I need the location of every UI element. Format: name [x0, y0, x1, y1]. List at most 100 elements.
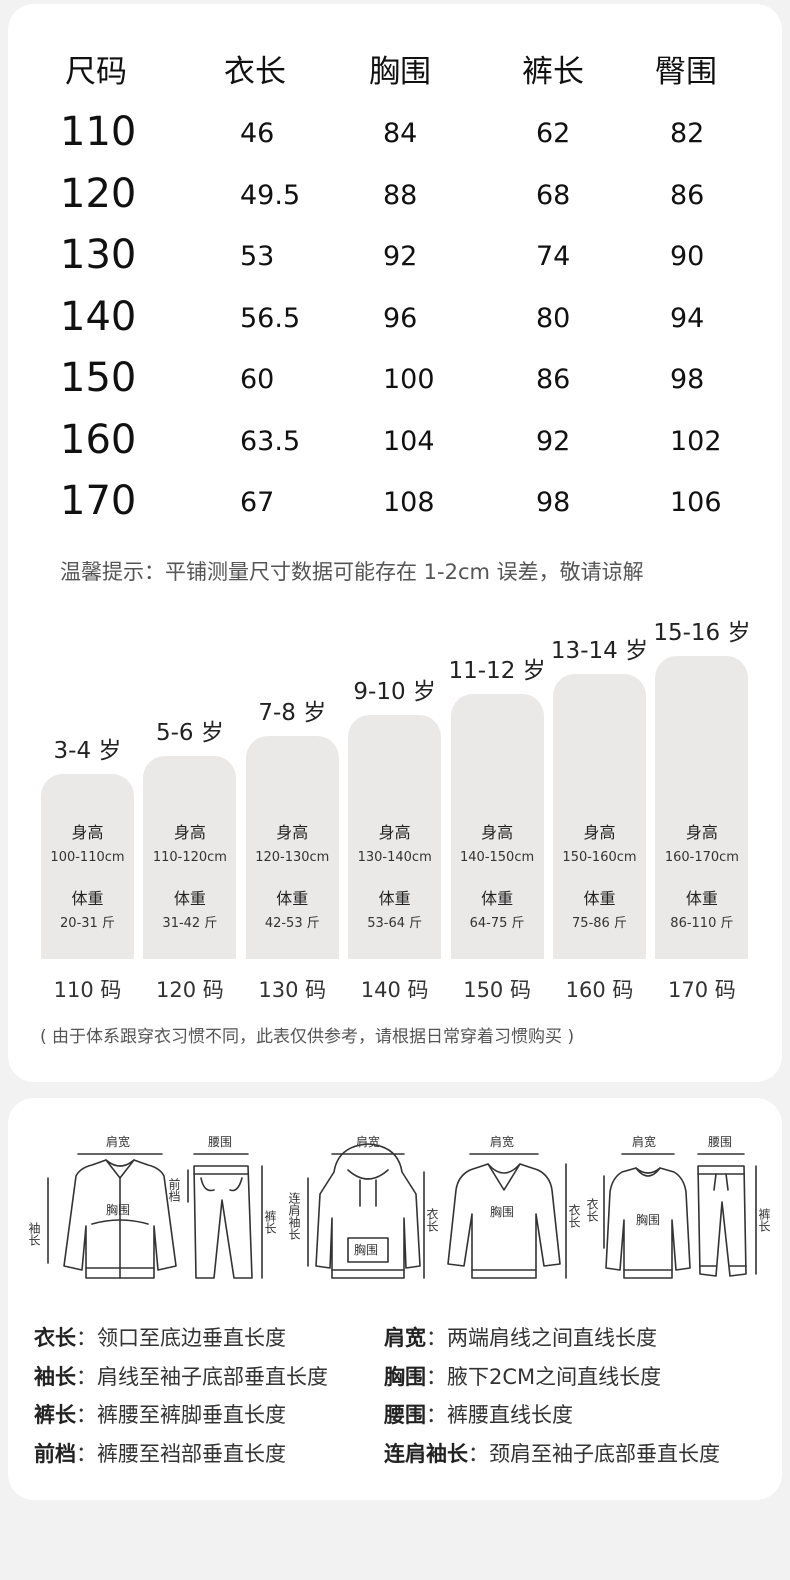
- header-length: 衣长: [224, 54, 286, 90]
- measure-cell: 108: [383, 487, 435, 518]
- age-column: 7-8 岁身高 120-130cm 体重 42-53 斤: [245, 691, 339, 959]
- joggers-icon: [697, 1153, 757, 1277]
- measure-cell: 60: [240, 364, 275, 395]
- definition-desc: 领口至底边垂直长度: [97, 1326, 286, 1350]
- weight-value: 64-75 斤: [469, 916, 525, 931]
- table-row: 130 53 92 74 90: [8, 231, 782, 293]
- definition-desc: 颈肩至袖子底部垂直长度: [489, 1441, 720, 1466]
- measure-cell: 49.5: [240, 179, 301, 211]
- size-cell: 150: [60, 355, 137, 401]
- table-row: 170 67 108 98 106: [8, 477, 782, 539]
- table-row: 140 56.5 96 80 94: [8, 293, 782, 355]
- height-value: 150-160cm: [562, 850, 637, 865]
- definition-item: 胸围：腋下2CM之间直线长度: [384, 1361, 661, 1391]
- measure-cell: 67: [240, 487, 275, 518]
- measure-cell: 94: [670, 302, 705, 334]
- measure-cell: 56.5: [240, 302, 301, 334]
- size-cell: 160: [60, 416, 137, 463]
- height-value: 140-150cm: [460, 850, 535, 865]
- sweatshirt-icon: [603, 1153, 691, 1279]
- pants-icon: [187, 1153, 263, 1279]
- definition-colon: ：: [76, 1326, 97, 1350]
- age-label: 3-4 岁: [53, 738, 122, 764]
- age-column: 9-10 岁身高 130-140cm 体重 53-64 斤: [348, 670, 442, 959]
- table-row: 150 60 100 86 98: [8, 354, 782, 416]
- pants-length-label: 裤长: [263, 1210, 277, 1234]
- size-code: 160 码: [565, 978, 634, 1002]
- height-value: 110-120cm: [152, 850, 227, 865]
- height-value: 100-110cm: [50, 850, 125, 865]
- age-label: 5-6 岁: [155, 720, 224, 746]
- definition-colon: ：: [76, 1403, 97, 1427]
- height-value: 130-140cm: [357, 850, 432, 865]
- age-label: 9-10 岁: [353, 679, 436, 705]
- size-cell: 110: [60, 109, 137, 155]
- reference-note: ( 由于体系跟穿衣习惯不同，此表仅供参考，请根据日常穿着习惯购买 ): [40, 1027, 575, 1047]
- sweater-length-label: 衣长: [567, 1203, 581, 1228]
- size-code: 130 码: [258, 978, 327, 1002]
- measure-cell: 92: [536, 425, 571, 457]
- height-label: 身高: [276, 823, 309, 842]
- weight-value: 20-31 斤: [60, 916, 115, 931]
- definition-term: 胸围: [384, 1364, 426, 1389]
- height-value: 160-170cm: [664, 850, 739, 865]
- definition-term: 腰围: [384, 1403, 426, 1427]
- age-column: 13-14 岁身高 150-160cm 体重 75-86 斤: [551, 629, 648, 959]
- hoodie-shoulder-label: 肩宽: [356, 1134, 380, 1149]
- measure-cell: 90: [670, 241, 705, 272]
- measure-cell: 80: [536, 302, 571, 334]
- measure-cell: 106: [670, 487, 722, 518]
- age-column: 5-6 岁身高 110-120cm 体重 31-42 斤: [143, 711, 237, 959]
- measure-cell: 62: [536, 118, 571, 149]
- measure-cell: 82: [670, 118, 705, 149]
- definition-term: 肩宽: [384, 1326, 426, 1350]
- pants-rise-label: 前档: [167, 1177, 181, 1202]
- age-bar: 身高 120-130cm 体重 42-53 斤: [245, 736, 339, 959]
- size-cell: 170: [60, 478, 137, 524]
- measure-cell: 68: [536, 179, 571, 211]
- sweater-chest-label: 胸围: [490, 1204, 514, 1219]
- header-hip: 臀围: [655, 54, 717, 90]
- definition-colon: ：: [468, 1441, 489, 1466]
- age-label: 11-12 岁: [448, 658, 546, 684]
- measure-cell: 63.5: [240, 425, 301, 457]
- hoodie-chest-label: 胸围: [354, 1242, 378, 1257]
- measure-cell: 86: [536, 364, 571, 395]
- weight-label: 体重: [173, 889, 206, 908]
- definition-desc: 腋下2CM之间直线长度: [447, 1364, 662, 1389]
- measure-cell: 98: [670, 364, 705, 395]
- height-label: 身高: [173, 823, 206, 842]
- measure-cell: 86: [670, 179, 705, 211]
- weight-value: 75-86 斤: [572, 916, 627, 931]
- definition-term: 前档: [34, 1441, 76, 1466]
- measure-cell: 74: [536, 241, 571, 272]
- definition-item: 腰围：裤腰直线长度: [384, 1399, 573, 1429]
- definition-item: 前档：裤腰至裆部垂直长度: [34, 1438, 286, 1468]
- sweatshirt-shoulder-label: 肩宽: [632, 1134, 656, 1149]
- weight-label: 体重: [276, 889, 309, 908]
- definition-colon: ：: [426, 1326, 447, 1350]
- definition-desc: 裤腰至裆部垂直长度: [97, 1441, 286, 1466]
- size-cell: 120: [60, 170, 137, 217]
- measure-cell: 88: [383, 179, 418, 211]
- definition-desc: 裤腰至裤脚垂直长度: [97, 1403, 286, 1427]
- weight-value: 53-64 斤: [367, 916, 423, 931]
- age-column: 15-16 岁身高 160-170cm 体重 86-110 斤: [653, 611, 750, 959]
- definition-term: 衣长: [34, 1326, 76, 1350]
- measure-cell: 100: [383, 364, 435, 395]
- weight-value: 42-53 斤: [264, 916, 320, 931]
- definition-term: 连肩袖长: [384, 1441, 468, 1466]
- sweatshirt-length-label: 衣长: [585, 1197, 599, 1222]
- height-value: 120-130cm: [255, 850, 330, 865]
- weight-label: 体重: [378, 889, 411, 908]
- sweater-shoulder-label: 肩宽: [490, 1134, 514, 1149]
- jacket-sleeve-label: 袖长: [27, 1221, 41, 1246]
- age-bar: 身高 160-170cm 体重 86-110 斤: [655, 656, 749, 959]
- size-code: 170 码: [668, 978, 736, 1002]
- age-bar: 身高 130-140cm 体重 53-64 斤: [348, 715, 442, 959]
- weight-label: 体重: [71, 889, 104, 908]
- measure-cell: 96: [383, 302, 418, 334]
- height-label: 身高: [481, 823, 514, 842]
- definition-term: 袖长: [34, 1364, 76, 1389]
- definition-term: 裤长: [34, 1403, 76, 1427]
